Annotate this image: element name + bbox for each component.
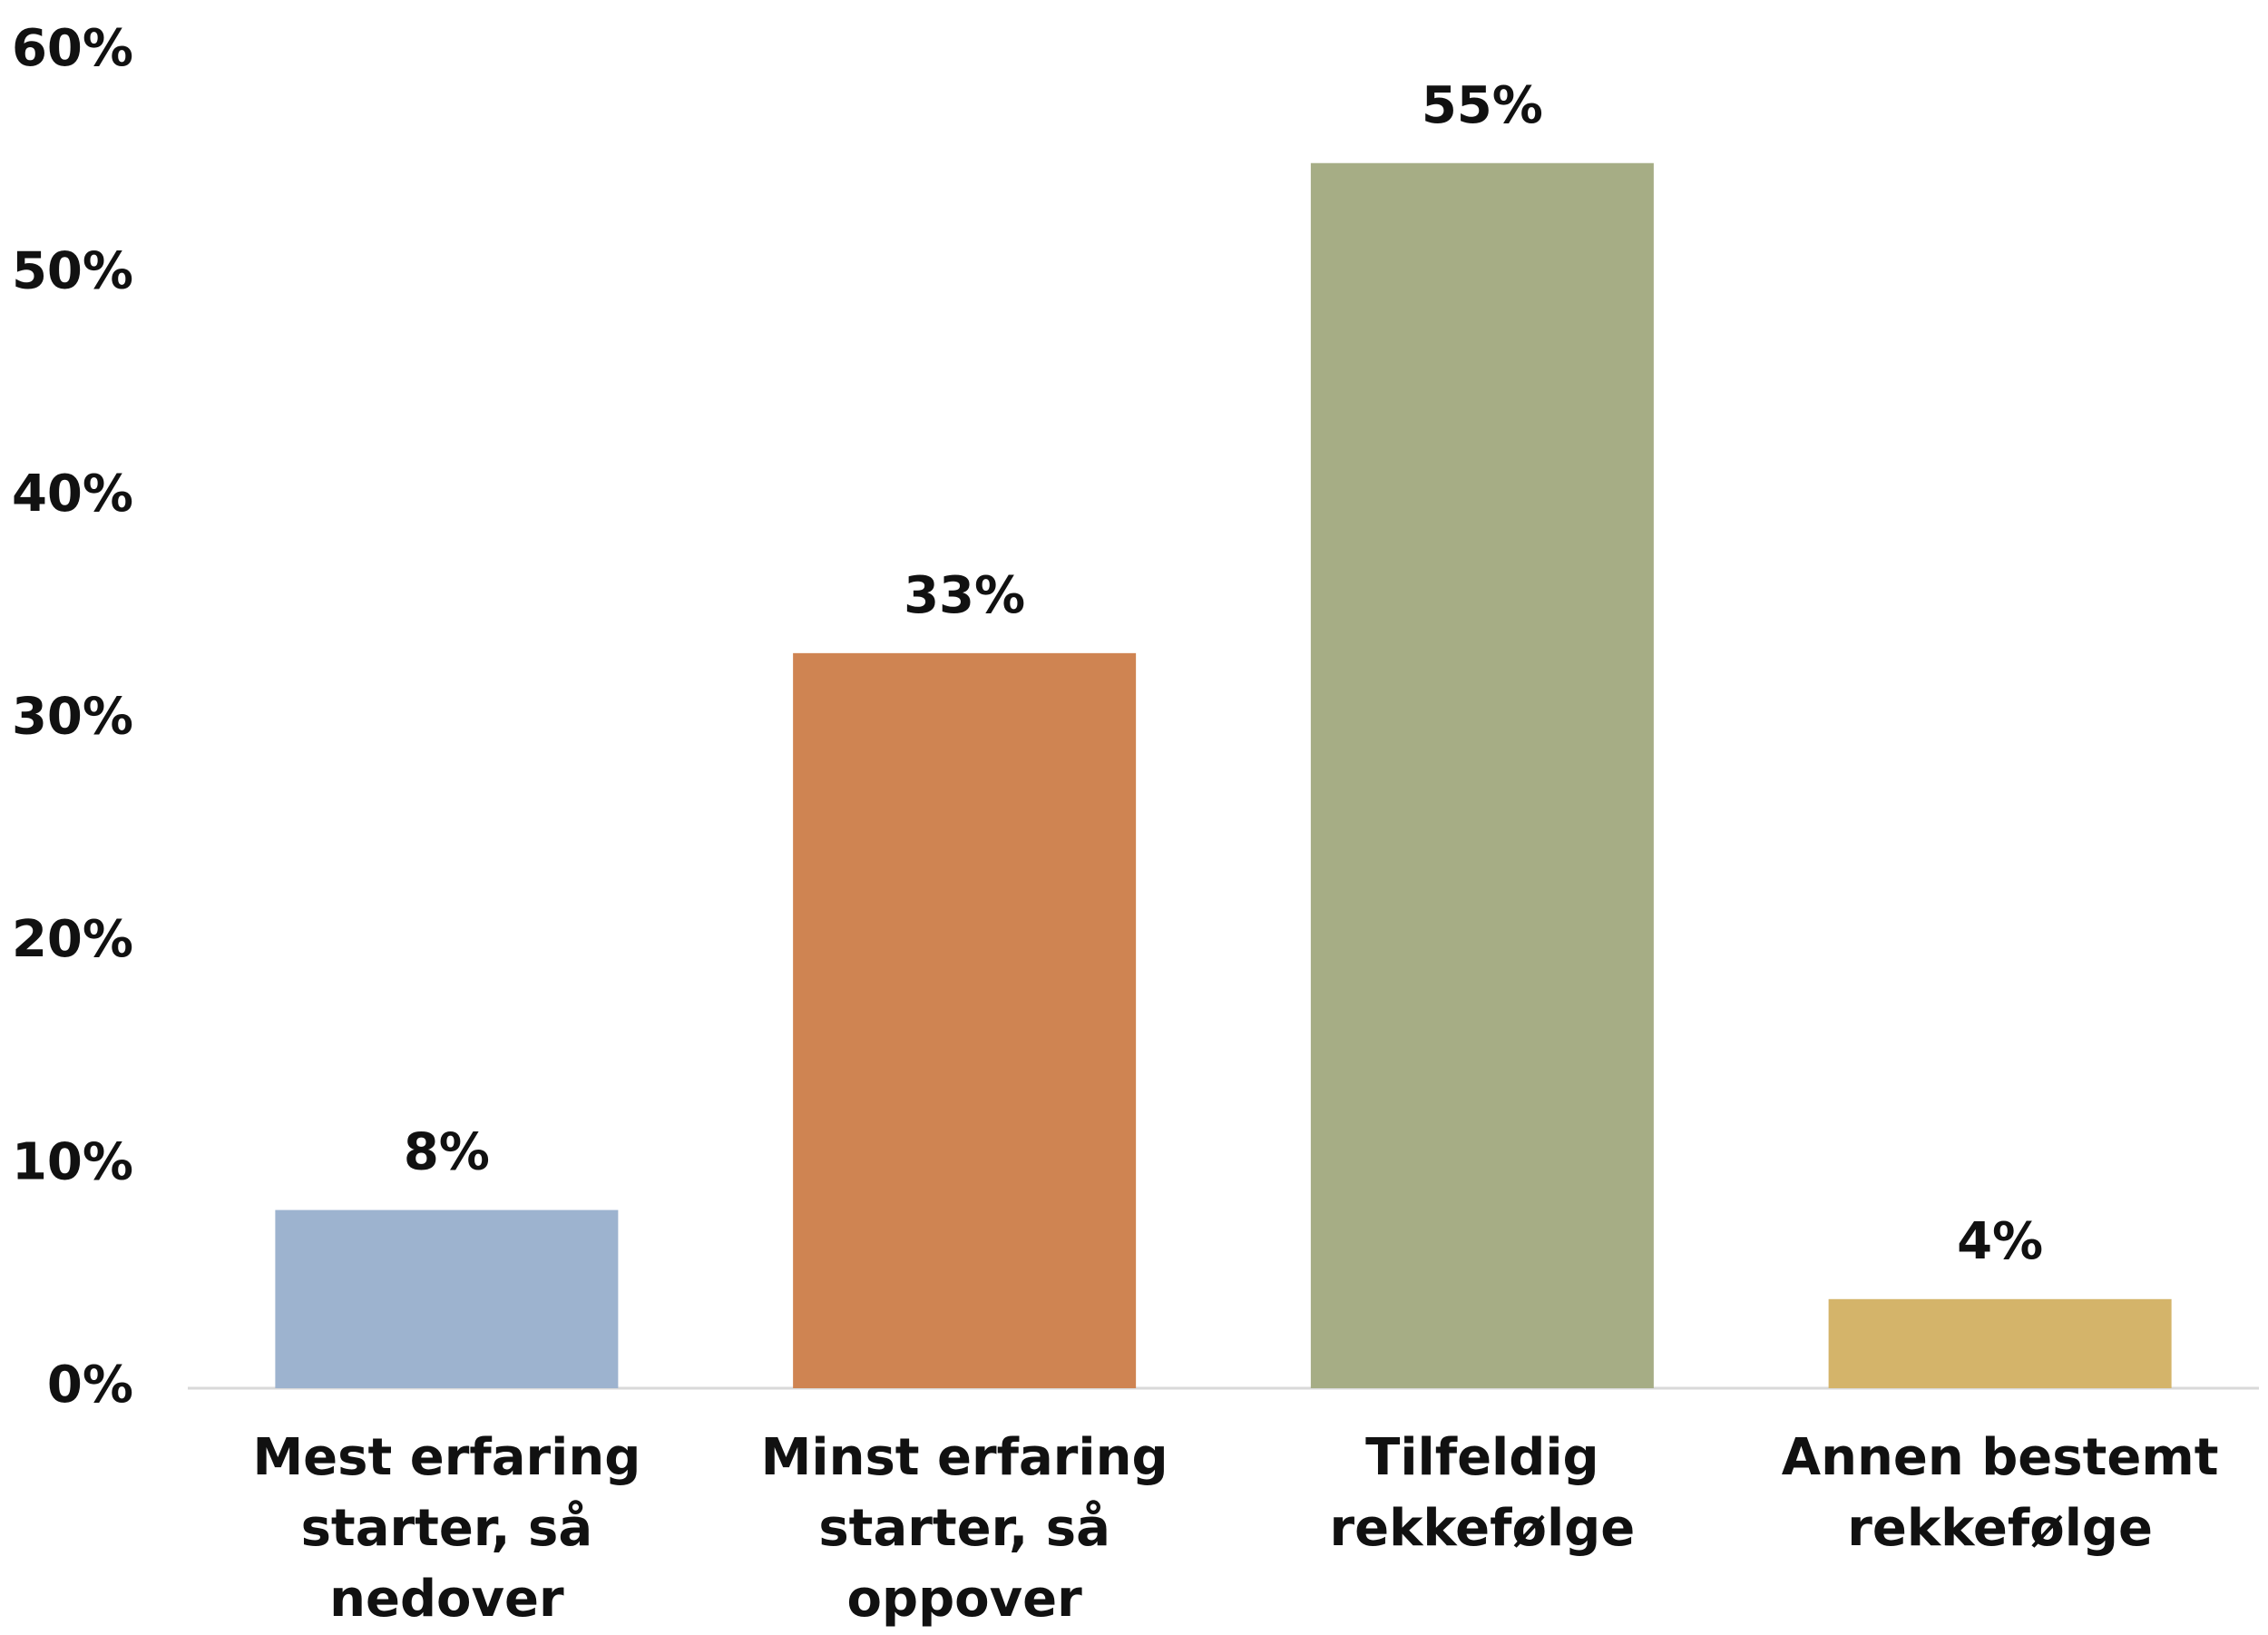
x-tick-label: Tilfeldig rekkefølge [1329,1428,1636,1558]
bar [1310,162,1654,1388]
value-label: 55% [1422,76,1543,135]
y-tick-label: 50% [12,242,133,301]
x-tick-label: Annen bestemt rekkefølge [1781,1428,2219,1558]
x-tick-label: Minst erfaring starter, så oppover [760,1428,1168,1629]
y-tick-label: 10% [12,1133,133,1192]
y-tick-label: 60% [12,19,133,78]
value-label: 4% [1957,1212,2043,1271]
x-tick-label: Mest erfaring starter, så nedover [252,1428,641,1629]
bar [275,1209,619,1388]
bar [1828,1298,2172,1388]
y-tick-label: 30% [12,688,133,747]
y-tick-label: 20% [12,910,133,969]
bar [793,652,1137,1388]
page: {"chart_data": {"type": "bar", "categori… [11,19,2259,1629]
y-tick-label: 0% [47,1356,133,1415]
y-tick-label: 40% [12,465,133,524]
value-label: 8% [404,1123,490,1182]
chart: 0% 10% 20% 30% 40% 50% 60% 8% 33% 55% 4% [12,19,2259,1415]
value-label: 33% [904,566,1025,625]
